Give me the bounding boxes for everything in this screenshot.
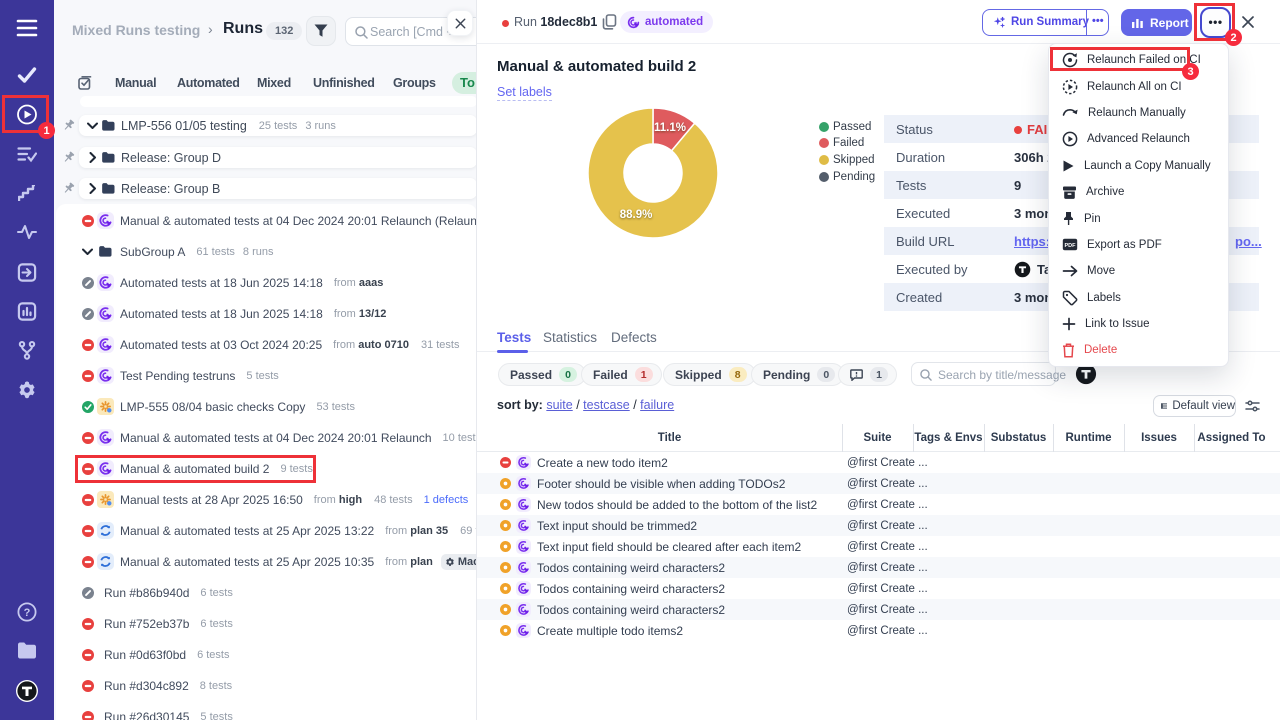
svg-text:88.9%: 88.9% [620, 209, 653, 221]
svg-text:PDF: PDF [1065, 243, 1077, 249]
svg-text:11.1%: 11.1% [654, 122, 686, 134]
svg-text:?: ? [24, 607, 31, 619]
